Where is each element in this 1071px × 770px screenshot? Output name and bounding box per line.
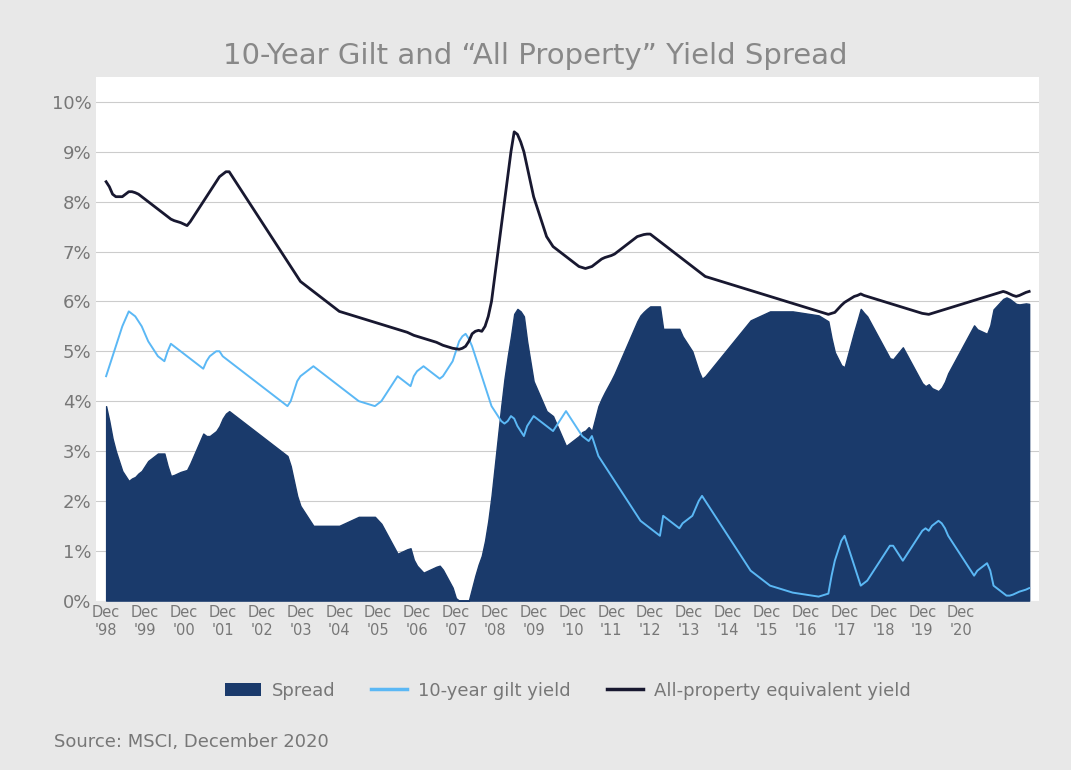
Legend: Spread, 10-year gilt yield, All-property equivalent yield: Spread, 10-year gilt yield, All-property…: [217, 675, 918, 707]
Text: 10-Year Gilt and “All Property” Yield Spread: 10-Year Gilt and “All Property” Yield Sp…: [223, 42, 848, 70]
Text: Source: MSCI, December 2020: Source: MSCI, December 2020: [54, 733, 329, 751]
